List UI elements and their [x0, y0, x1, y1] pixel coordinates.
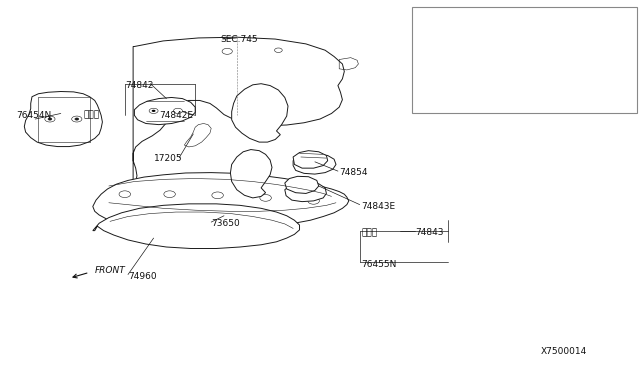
- Polygon shape: [24, 92, 102, 147]
- Text: 4WD: 4WD: [430, 15, 451, 24]
- Text: X7500014: X7500014: [541, 347, 587, 356]
- Text: 75640: 75640: [488, 35, 517, 44]
- Circle shape: [152, 110, 156, 112]
- Text: 非服无: 非服无: [83, 111, 99, 120]
- Text: 76455N: 76455N: [362, 260, 397, 269]
- Text: 74843: 74843: [415, 228, 444, 237]
- Polygon shape: [564, 43, 614, 65]
- Polygon shape: [134, 97, 195, 125]
- Circle shape: [75, 118, 79, 120]
- Text: 74960: 74960: [128, 272, 157, 280]
- Polygon shape: [293, 154, 336, 174]
- Polygon shape: [462, 52, 538, 79]
- Text: 非服无: 非服无: [362, 228, 378, 237]
- Text: 75650: 75650: [442, 74, 470, 83]
- Polygon shape: [421, 68, 541, 99]
- Text: SEC.745: SEC.745: [221, 35, 259, 44]
- Polygon shape: [93, 204, 300, 248]
- Text: 74854: 74854: [339, 169, 368, 177]
- Polygon shape: [93, 173, 349, 231]
- Text: 74842: 74842: [125, 81, 153, 90]
- Text: 74842E: 74842E: [159, 111, 193, 120]
- Circle shape: [48, 118, 52, 120]
- Text: 76454N: 76454N: [17, 111, 52, 120]
- Bar: [412, 7, 637, 113]
- Polygon shape: [293, 151, 328, 168]
- Text: 73650: 73650: [211, 219, 240, 228]
- Text: 74843E: 74843E: [362, 202, 396, 211]
- Text: 17205: 17205: [154, 154, 182, 163]
- Text: FRONT: FRONT: [95, 266, 125, 275]
- Polygon shape: [285, 182, 326, 202]
- Polygon shape: [133, 37, 344, 190]
- Polygon shape: [184, 124, 211, 147]
- Text: 51150: 51150: [573, 29, 602, 38]
- Polygon shape: [285, 176, 319, 193]
- Polygon shape: [230, 150, 272, 198]
- Polygon shape: [232, 84, 288, 142]
